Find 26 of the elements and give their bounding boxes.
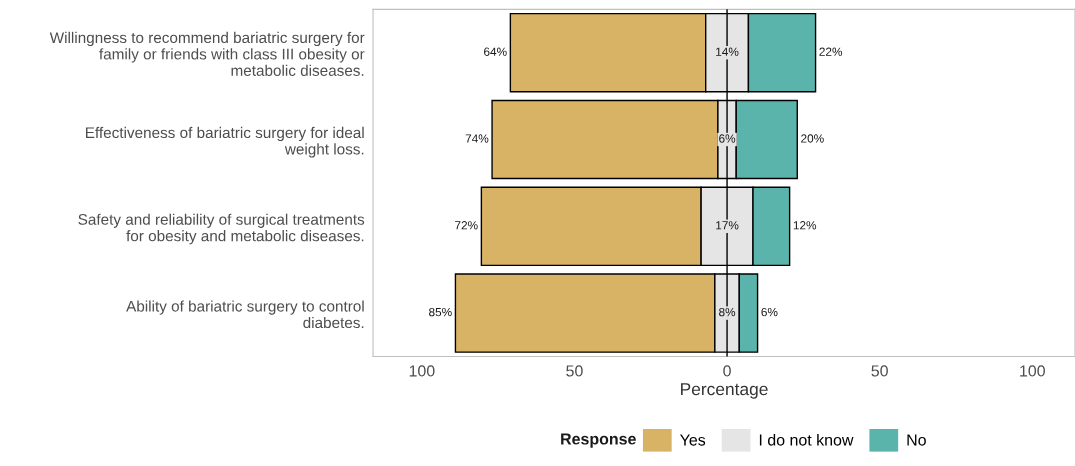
legend-label: I do not know bbox=[759, 433, 854, 446]
y-tick-label: Effectiveness of bariatric surgery for ideal weight loss. bbox=[86, 126, 364, 158]
legend-label: Yes bbox=[680, 434, 706, 446]
data-label: 74% bbox=[465, 134, 489, 143]
data-label: 14% bbox=[716, 47, 739, 56]
x-axis-title: Percentage bbox=[681, 383, 768, 399]
data-label: 12% bbox=[793, 221, 817, 230]
x-tick-label: 50 bbox=[566, 365, 583, 377]
data-label: 20% bbox=[801, 134, 824, 143]
data-label: 6% bbox=[719, 134, 736, 143]
x-tick-label: 50 bbox=[871, 365, 888, 377]
data-label: 64% bbox=[484, 47, 507, 56]
data-label: 8% bbox=[719, 307, 736, 317]
data-label: 6% bbox=[761, 307, 778, 317]
y-tick-label: Safety and reliability of surgical treatments for obesity and metabolic diseases. bbox=[78, 213, 365, 245]
x-tick-label: 100 bbox=[409, 365, 435, 377]
legend-label: No bbox=[907, 434, 926, 446]
y-tick-label: Willingness to recommend bariatric surgery for family or friends with class III obesity or metabolic diseases. bbox=[49, 31, 365, 76]
data-label: 17% bbox=[716, 221, 739, 230]
x-tick-label: 100 bbox=[1020, 365, 1045, 377]
data-label: 85% bbox=[429, 307, 452, 317]
x-tick-label: 0 bbox=[723, 365, 731, 377]
y-tick-label: Ability of bariatric surgery to control diabetes. bbox=[126, 300, 364, 329]
data-label: 72% bbox=[455, 221, 478, 230]
legend-title: Response bbox=[561, 433, 636, 448]
data-label: 22% bbox=[819, 47, 843, 56]
